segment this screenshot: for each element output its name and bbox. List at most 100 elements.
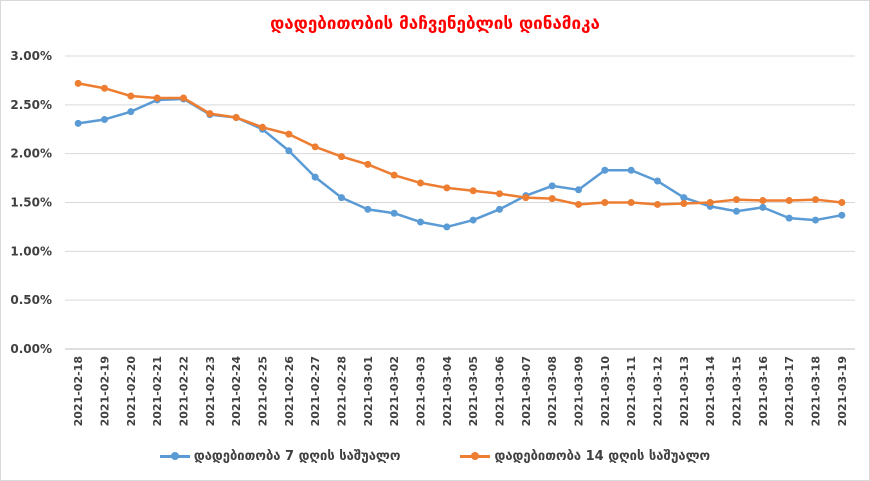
data-point [311, 143, 319, 151]
data-point [232, 114, 240, 122]
data-point [206, 110, 214, 118]
data-point [101, 115, 108, 123]
x-tick-label: 2021-02-23 [204, 356, 217, 426]
data-point [417, 218, 424, 226]
data-point [153, 94, 161, 102]
data-point [838, 211, 846, 219]
x-tick-label: 2021-03-11 [625, 356, 638, 426]
data-point [680, 199, 688, 207]
data-point [364, 160, 372, 168]
chart-title: დადებითობის მაჩვენებლის დინამიკა [270, 14, 600, 34]
data-point [311, 173, 319, 181]
x-tick-label: 2021-03-17 [783, 356, 796, 426]
x-tick-label: 2021-02-26 [283, 356, 296, 427]
x-tick-label: 2021-02-18 [72, 356, 85, 426]
data-point [127, 92, 135, 100]
data-point [654, 200, 661, 208]
y-tick-label: 1.00% [10, 244, 52, 258]
x-tick-label: 2021-02-21 [151, 356, 164, 426]
data-point [496, 205, 503, 213]
data-point [654, 177, 661, 185]
x-tick-label: 2021-03-08 [546, 356, 559, 426]
data-point [469, 216, 477, 224]
data-point [759, 203, 767, 211]
series-line-0 [77, 97, 843, 229]
legend-label: დადებითობა 14 დღის საშუალო [494, 449, 711, 464]
x-tick-label: 2021-03-13 [678, 356, 691, 426]
legend-label: დადებითობა 7 დღის საშუალო [193, 449, 401, 464]
data-point [680, 194, 688, 202]
data-point [180, 94, 187, 102]
data-point [127, 108, 135, 116]
x-tick-label: 2021-02-19 [99, 356, 112, 426]
x-tick-label: 2021-02-22 [178, 356, 191, 426]
x-tick-label: 2021-03-04 [441, 356, 454, 427]
x-tick-label: 2021-03-12 [652, 356, 665, 426]
data-point [812, 196, 819, 204]
data-point [733, 196, 740, 204]
data-point [259, 123, 266, 131]
legend-item-7day: დადებითობა 7 დღის საშუალო [159, 449, 401, 464]
data-point [838, 199, 846, 206]
data-point [627, 199, 635, 206]
x-tick-label: 2021-03-18 [810, 356, 823, 426]
x-tick-label: 2021-02-24 [230, 356, 243, 427]
x-tick-label: 2021-03-10 [599, 356, 612, 427]
data-point [627, 166, 635, 174]
data-point [285, 130, 293, 138]
y-tick-label: 1.50% [10, 196, 52, 210]
data-point [733, 207, 740, 215]
data-point [601, 166, 609, 174]
data-point [575, 200, 582, 208]
legend-item-14day: დადებითობა 14 დღის საშუალო [460, 449, 710, 464]
x-tick-label: 2021-03-09 [573, 356, 586, 426]
x-tick-label: 2021-03-05 [467, 356, 480, 426]
data-point [390, 171, 398, 179]
x-tick-label: 2021-02-27 [309, 356, 322, 426]
data-point [74, 119, 82, 127]
data-point [390, 209, 398, 217]
data-point [338, 194, 345, 202]
data-point [706, 199, 714, 206]
data-point [338, 153, 345, 161]
legend: დადებითობა 7 დღის საშუალო დადებითობა 14 … [0, 449, 870, 464]
data-point [601, 199, 609, 206]
data-point [496, 190, 503, 198]
data-point [443, 223, 451, 231]
data-point [443, 184, 451, 192]
x-tick-label: 2021-02-25 [257, 356, 270, 426]
x-tick-label: 2021-03-03 [415, 356, 428, 426]
series-line-1 [77, 82, 842, 206]
data-point [575, 186, 582, 194]
legend-swatch [460, 452, 491, 460]
x-tick-label: 2021-03-02 [388, 356, 401, 426]
y-tick-label: 0.00% [10, 342, 52, 356]
y-tick-label: 2.00% [10, 147, 52, 161]
data-point [785, 214, 793, 222]
data-point [364, 205, 372, 213]
x-tick-label: 2021-03-15 [731, 356, 744, 426]
data-point [522, 194, 530, 202]
x-tick-label: 2021-03-16 [757, 356, 770, 427]
data-point [548, 195, 556, 203]
data-point [785, 197, 793, 205]
data-point [417, 179, 424, 187]
x-tick-label: 2021-03-07 [520, 356, 533, 426]
x-tick-label: 2021-03-19 [836, 356, 849, 426]
data-point [101, 84, 108, 92]
x-tick-label: 2021-03-06 [494, 356, 507, 427]
data-point [285, 147, 293, 155]
y-tick-label: 0.50% [10, 293, 52, 307]
legend-swatch [159, 452, 190, 460]
data-point [469, 187, 477, 195]
x-tick-label: 2021-02-20 [125, 356, 138, 427]
x-tick-label: 2021-03-01 [362, 356, 375, 426]
x-tick-label: 2021-02-28 [336, 356, 349, 426]
x-tick-label: 2021-03-14 [704, 356, 717, 427]
y-tick-label: 3.00% [10, 49, 52, 63]
data-point [759, 197, 767, 205]
y-tick-label: 2.50% [10, 98, 52, 112]
data-point [548, 182, 556, 190]
data-point [74, 79, 82, 87]
